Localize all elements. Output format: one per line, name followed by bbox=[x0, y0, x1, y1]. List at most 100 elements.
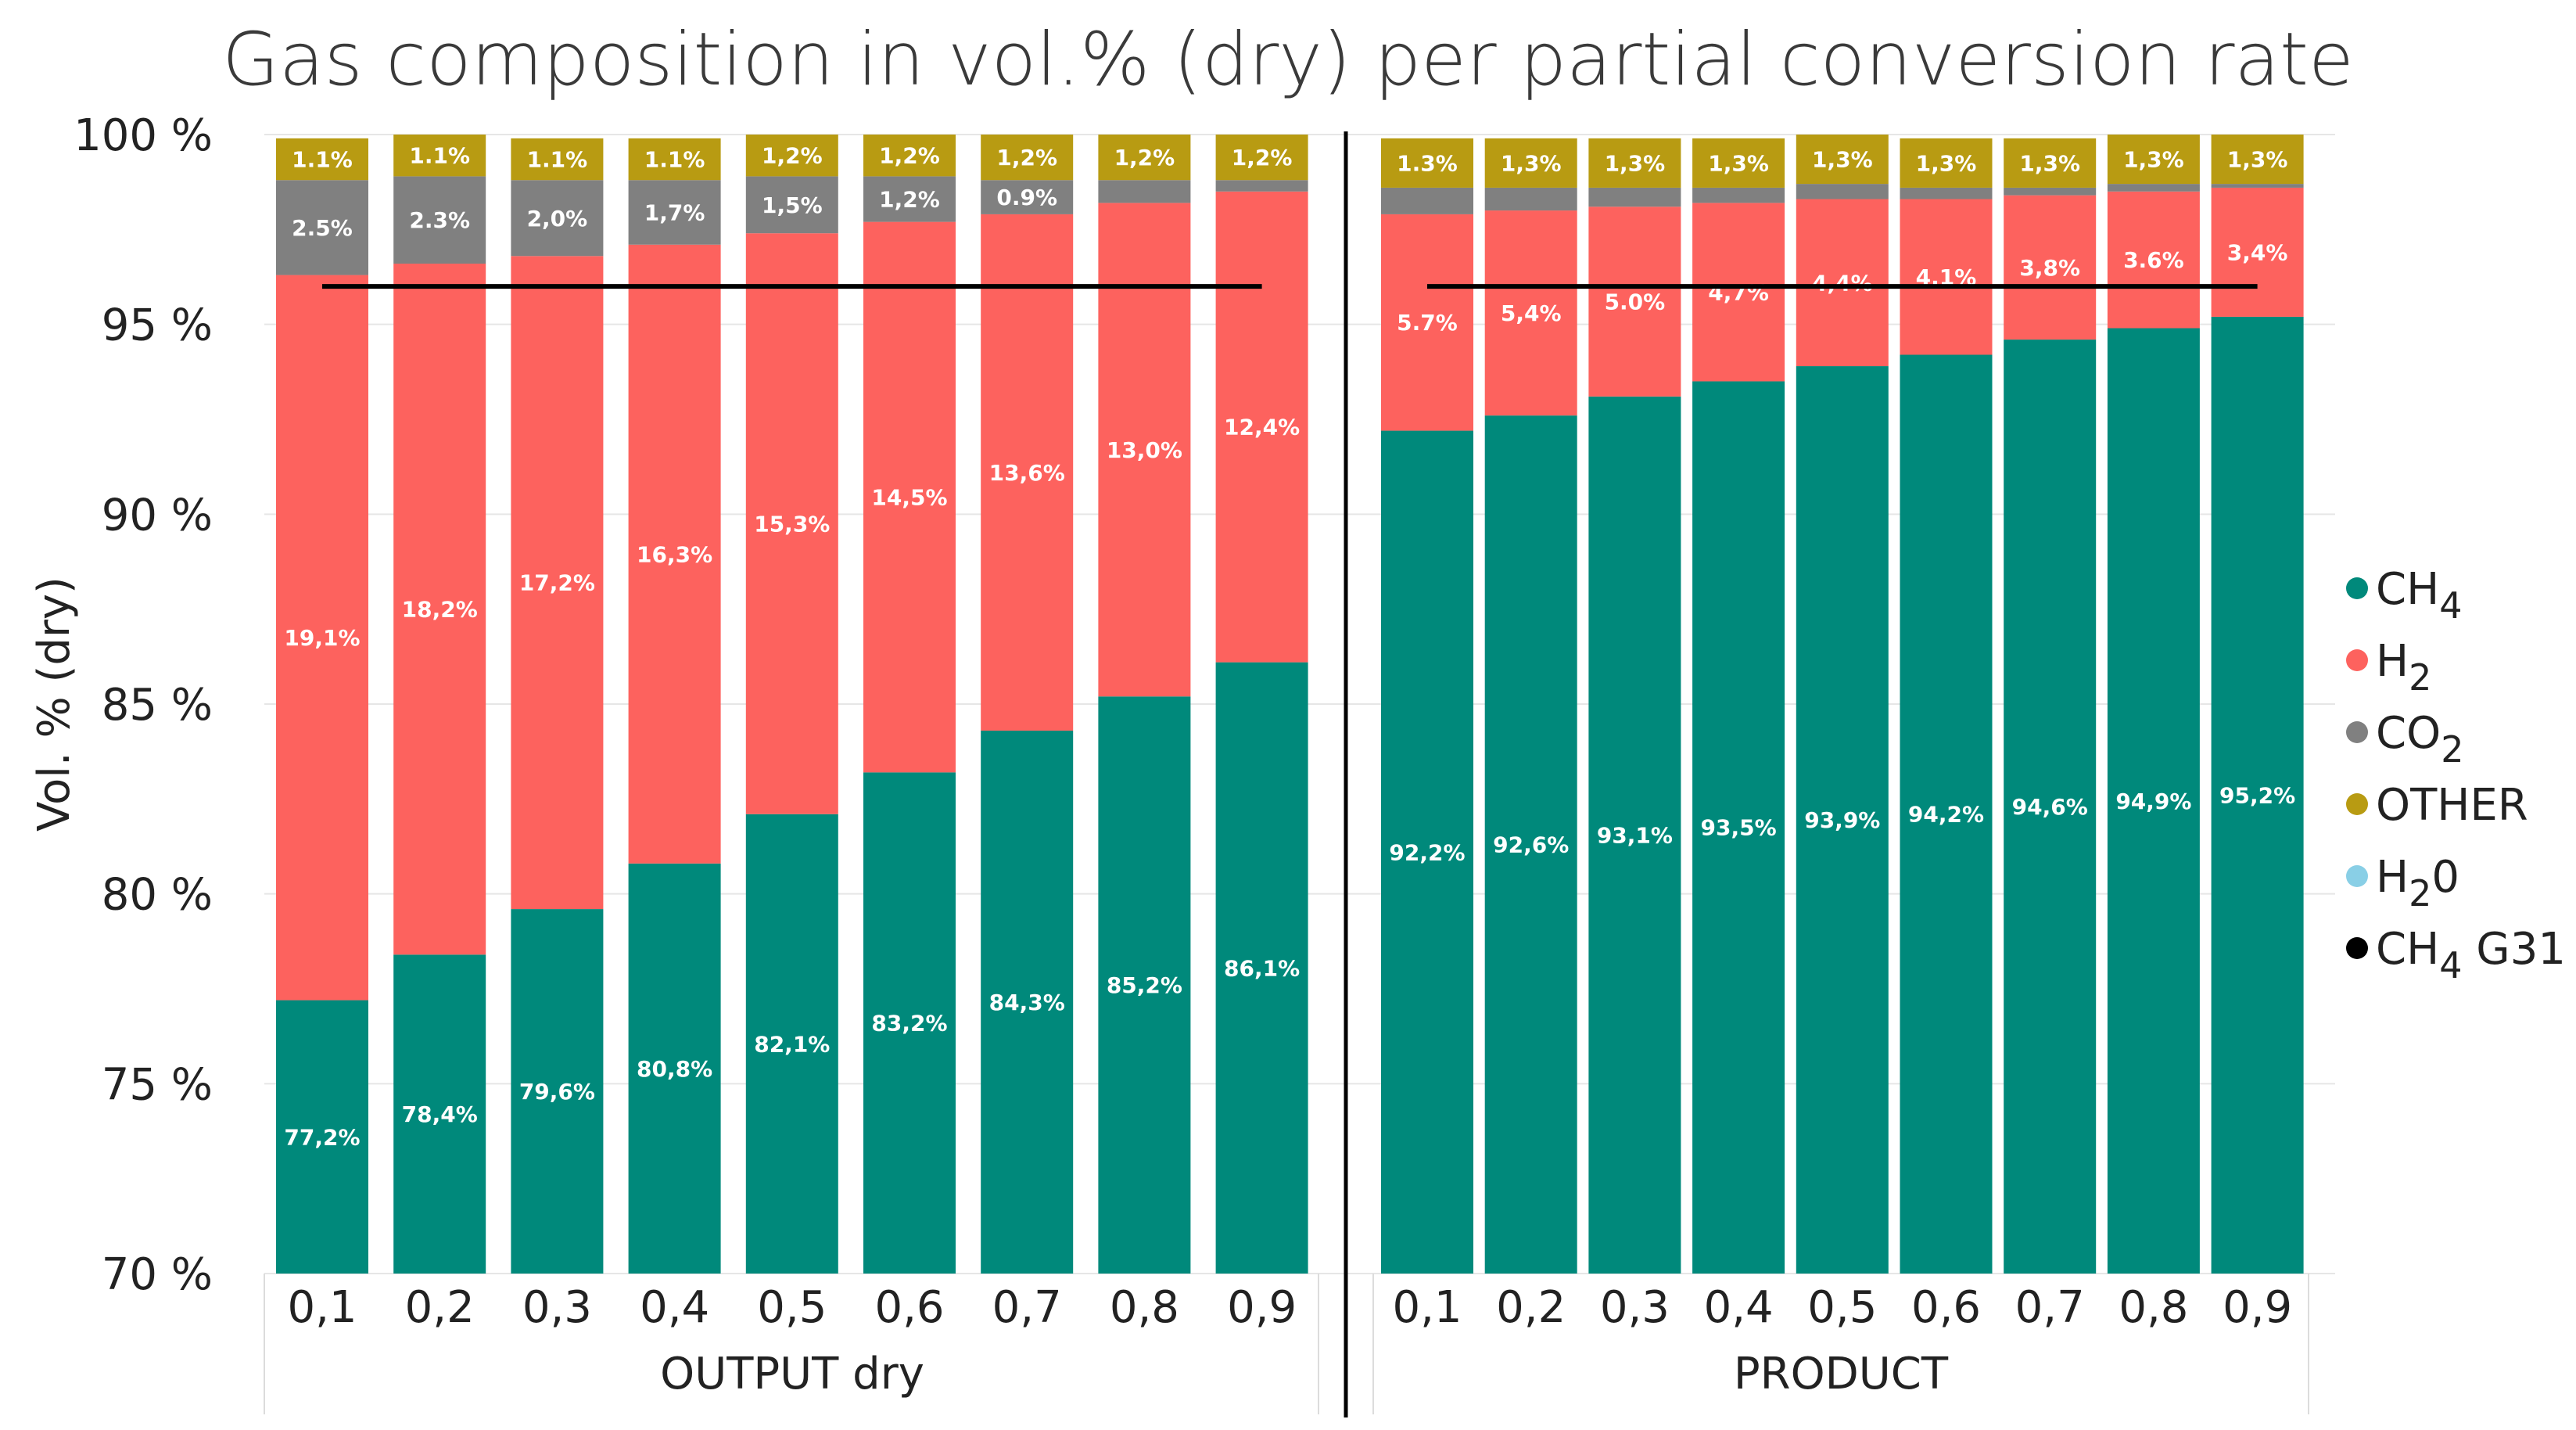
data-label: 13,6% bbox=[989, 460, 1065, 486]
legend-label: H20 bbox=[2376, 852, 2459, 914]
x-tick-label: 0,7 bbox=[2015, 1282, 2085, 1333]
data-label: 1,2% bbox=[1114, 145, 1175, 171]
data-label: 1,5% bbox=[762, 192, 823, 218]
data-label: 1,2% bbox=[762, 143, 823, 169]
data-label: 77,2% bbox=[284, 1124, 360, 1150]
data-label: 18,2% bbox=[402, 597, 478, 623]
bar-other bbox=[981, 135, 1074, 181]
data-label: 95,2% bbox=[2219, 782, 2295, 808]
bar-other bbox=[745, 135, 838, 177]
bar-ch4 bbox=[276, 1000, 368, 1274]
bar-other bbox=[628, 138, 721, 181]
data-label: 1,3% bbox=[1812, 147, 1873, 173]
bar-co2 bbox=[276, 180, 368, 275]
data-label: 94,6% bbox=[2012, 794, 2088, 820]
bar-other bbox=[2004, 138, 2097, 188]
bar-other bbox=[863, 135, 956, 177]
bar-co2 bbox=[863, 176, 956, 222]
bar-ch4 bbox=[1796, 366, 1889, 1274]
legend-label: H2 bbox=[2376, 636, 2431, 699]
bar-h2 bbox=[863, 221, 956, 773]
data-label: 78,4% bbox=[402, 1101, 478, 1127]
x-tick-label: 0,3 bbox=[522, 1282, 592, 1333]
data-label: 1.1% bbox=[409, 143, 470, 169]
data-label: 19,1% bbox=[284, 625, 360, 651]
bar-h2 bbox=[276, 275, 368, 1001]
y-tick-label: 100 % bbox=[74, 110, 213, 161]
bar-co2 bbox=[1692, 187, 1785, 203]
bar-other bbox=[393, 135, 486, 177]
data-label: 4,4% bbox=[1812, 270, 1873, 296]
x-tick-label: 0,8 bbox=[1110, 1282, 1179, 1333]
bar-ch4 bbox=[511, 909, 604, 1274]
bar-co2 bbox=[1215, 180, 1308, 192]
y-tick-label: 95 % bbox=[102, 300, 213, 351]
bar-h2 bbox=[2211, 187, 2304, 317]
bar-co2 bbox=[393, 176, 486, 264]
legend-marker bbox=[2346, 865, 2368, 887]
bar-co2 bbox=[1900, 187, 1993, 199]
x-tick-label: 0,9 bbox=[2223, 1282, 2292, 1333]
legend-marker bbox=[2346, 577, 2368, 599]
y-tick-label: 70 % bbox=[102, 1249, 213, 1300]
bar-h2 bbox=[981, 214, 1074, 731]
bar-h2 bbox=[1215, 191, 1308, 663]
bar-co2 bbox=[981, 180, 1074, 214]
data-label: 1,3% bbox=[2227, 147, 2288, 173]
bar-ch4 bbox=[1215, 662, 1308, 1274]
x-tick-label: 0,7 bbox=[992, 1282, 1062, 1333]
bar-h2 bbox=[1381, 214, 1473, 431]
legend-marker bbox=[2346, 721, 2368, 743]
bar-co2 bbox=[2211, 184, 2304, 188]
bar-ch4 bbox=[2107, 328, 2200, 1274]
bar-other bbox=[1381, 138, 1473, 188]
legend-label: CH4 G31 bbox=[2376, 924, 2566, 986]
legend-marker bbox=[2346, 649, 2368, 671]
bar-ch4 bbox=[863, 772, 956, 1274]
bar-co2 bbox=[1098, 180, 1191, 203]
data-label: 94,2% bbox=[1908, 802, 1984, 828]
bars bbox=[276, 135, 2304, 1274]
data-label: 92,6% bbox=[1493, 832, 1569, 858]
x-tick-label: 0,1 bbox=[1392, 1282, 1462, 1333]
legend-marker bbox=[2346, 793, 2368, 815]
bar-ch4 bbox=[393, 954, 486, 1274]
data-label: 5.0% bbox=[1605, 289, 1666, 315]
legend-label: OTHER bbox=[2376, 780, 2528, 831]
bar-h2 bbox=[1900, 199, 1993, 355]
data-label: 15,3% bbox=[754, 511, 830, 537]
x-tick-label: 0,2 bbox=[1496, 1282, 1566, 1333]
data-label: 1,3% bbox=[1501, 150, 1562, 176]
bar-h2 bbox=[1796, 199, 1889, 367]
x-tick-label: 0,8 bbox=[2119, 1282, 2188, 1333]
x-tick-label: 0,6 bbox=[874, 1282, 944, 1333]
data-label: 80,8% bbox=[637, 1056, 712, 1082]
bar-co2 bbox=[511, 180, 604, 257]
bar-ch4 bbox=[981, 730, 1074, 1274]
data-label: 1.3% bbox=[1397, 150, 1458, 176]
axes: 70 % 75 % 80 % 85 % 90 % 95 % 100 % 0,1 0,2 0,3 0,… bbox=[74, 110, 2309, 1417]
data-label: 3.6% bbox=[2123, 247, 2184, 273]
data-label: 1,3% bbox=[1916, 150, 1977, 176]
y-tick-label: 75 % bbox=[102, 1059, 213, 1110]
bar-co2 bbox=[745, 176, 838, 234]
data-labels: 77,2% 19,1% 2.5% 1.1% 78,4% 18,2% 2.3% 1.1% 79,6… bbox=[284, 143, 2295, 1151]
bar-ch4 bbox=[2004, 340, 2097, 1274]
bar-h2 bbox=[1588, 207, 1681, 397]
y-tick-label: 90 % bbox=[102, 490, 213, 541]
bar-other bbox=[1215, 135, 1308, 181]
bar-h2 bbox=[2107, 191, 2200, 329]
legend: CH4 H2 CO2 OTHER H20 CH4 G31 bbox=[2346, 564, 2566, 986]
data-label: 1.1% bbox=[527, 147, 588, 173]
legend-marker bbox=[2346, 937, 2368, 959]
bar-ch4 bbox=[628, 863, 721, 1274]
data-label: 16,3% bbox=[637, 541, 712, 567]
chart-title: Gas composition in vol.% (dry) per parti… bbox=[222, 17, 2354, 102]
data-label: 5.7% bbox=[1397, 310, 1458, 336]
data-label: 1,3% bbox=[2019, 150, 2080, 176]
x-tick-label: 0,5 bbox=[757, 1282, 827, 1333]
data-label: 1,2% bbox=[879, 143, 940, 169]
data-label: 2.3% bbox=[409, 207, 470, 233]
group-label: PRODUCT bbox=[1734, 1349, 1949, 1399]
